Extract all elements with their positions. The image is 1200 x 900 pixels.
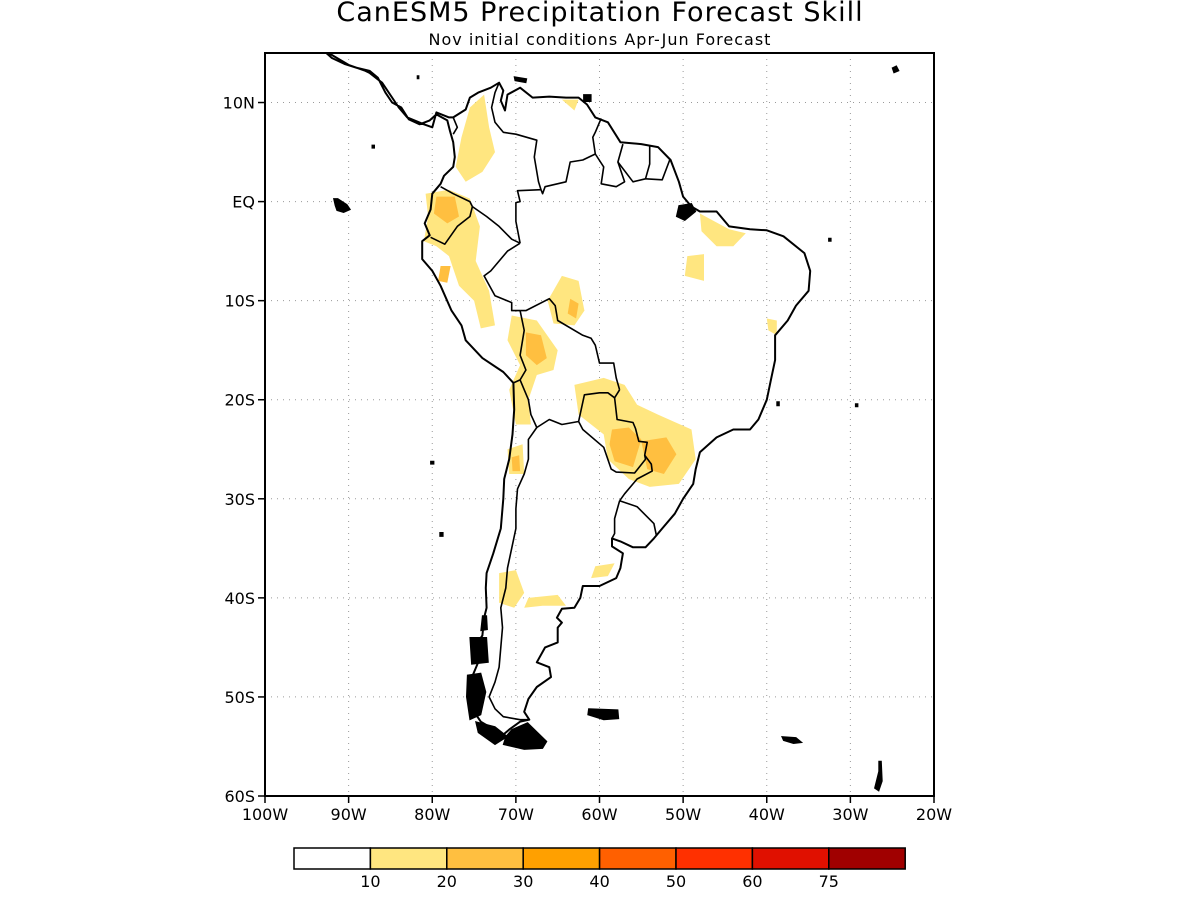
x-tick-label-7: 30W bbox=[832, 805, 868, 824]
island-san-felix bbox=[430, 460, 435, 465]
skill-region-16 bbox=[525, 332, 547, 366]
y-tick-label-4: 30S bbox=[224, 490, 255, 509]
colorbar-swatch-7 bbox=[828, 847, 906, 870]
colorbar-label-1: 20 bbox=[437, 872, 457, 891]
border-8 bbox=[430, 206, 474, 245]
island-south-georgia bbox=[781, 736, 804, 745]
border-18 bbox=[611, 500, 621, 539]
map-subtitle: Nov initial conditions Apr-Jun Forecast bbox=[429, 30, 772, 49]
skill-region-6 bbox=[499, 570, 525, 608]
border-0 bbox=[452, 117, 459, 135]
border-11 bbox=[520, 297, 621, 391]
colorbar-swatch-6 bbox=[751, 847, 830, 870]
skill-region-13 bbox=[433, 196, 459, 224]
skill-region-2 bbox=[547, 275, 585, 326]
y-tick-label-3: 20S bbox=[224, 391, 255, 410]
border-16 bbox=[618, 454, 654, 502]
x-tick-label-5: 50W bbox=[665, 805, 701, 824]
colorbar-label-2: 30 bbox=[513, 872, 533, 891]
border-6 bbox=[515, 188, 542, 244]
colorbar-swatch-5 bbox=[675, 847, 754, 870]
island-san-andres bbox=[416, 75, 420, 80]
skill-region-8 bbox=[591, 563, 615, 579]
axis-ticks: 100W 90W 80W 70W 60W 50W 40W 30W 20W 10N EQ 10S 20S 3… bbox=[223, 94, 953, 824]
south-america-coastline bbox=[324, 53, 812, 736]
x-tick-label-8: 20W bbox=[916, 805, 952, 824]
x-tick-label-2: 80W bbox=[414, 805, 450, 824]
colorbar-label-5: 60 bbox=[742, 872, 762, 891]
y-tick-label-5: 40S bbox=[224, 589, 255, 608]
y-tick-label-2: 10S bbox=[224, 292, 255, 311]
skill-region-10 bbox=[699, 213, 746, 247]
border-2 bbox=[540, 118, 602, 195]
skill-region-12 bbox=[766, 318, 777, 336]
island-tierra-del-fuego bbox=[502, 722, 548, 750]
skill-region-0 bbox=[455, 94, 495, 182]
island-galapagos bbox=[332, 198, 352, 214]
island-gough-tristan bbox=[891, 65, 900, 74]
y-tick-label-6: 50S bbox=[224, 688, 255, 707]
border-10 bbox=[483, 242, 521, 312]
border-7 bbox=[440, 186, 474, 207]
island-patagonian-islands bbox=[465, 672, 487, 721]
x-tick-label-3: 70W bbox=[498, 805, 534, 824]
country-borders bbox=[430, 82, 671, 746]
border-12 bbox=[513, 310, 527, 384]
colorbar-label-4: 50 bbox=[666, 872, 686, 891]
island-magellan-islands bbox=[475, 721, 509, 746]
coastline bbox=[324, 53, 812, 736]
skill-region-19 bbox=[511, 455, 521, 472]
colorbar-swatch-3 bbox=[522, 847, 601, 870]
colorbar-label-6: 75 bbox=[819, 872, 839, 891]
border-19 bbox=[488, 427, 538, 721]
skill-shading bbox=[423, 94, 777, 608]
colorbar-swatch-4 bbox=[598, 847, 677, 870]
map-area bbox=[265, 53, 934, 796]
y-tick-label-1: EQ bbox=[232, 193, 255, 212]
skill-region-15 bbox=[567, 298, 579, 319]
islands bbox=[332, 65, 900, 792]
island-trinidad bbox=[583, 94, 592, 102]
y-tick-label-7: 60S bbox=[224, 787, 255, 806]
border-14 bbox=[536, 389, 621, 429]
border-9 bbox=[471, 205, 521, 244]
skill-region-18 bbox=[641, 437, 677, 474]
border-13 bbox=[519, 379, 538, 428]
colorbar-swatch-2 bbox=[446, 847, 524, 870]
colorbar-swatch-1 bbox=[369, 847, 448, 870]
colorbar-swatch-0 bbox=[293, 847, 372, 870]
island-cocos bbox=[371, 144, 375, 149]
colorbar: 10 20 30 40 50 60 75 bbox=[293, 847, 906, 891]
island-aruba-curacao bbox=[513, 76, 528, 84]
island-fernando-de-noronha bbox=[828, 237, 832, 242]
x-tick-label-6: 40W bbox=[749, 805, 785, 824]
skill-region-14 bbox=[438, 266, 451, 283]
map-title: CanESM5 Precipitation Forecast Skill bbox=[336, 0, 863, 28]
island-juan-fernandez bbox=[439, 532, 444, 537]
border-1 bbox=[490, 82, 542, 190]
y-tick-label-0: 10N bbox=[223, 94, 255, 113]
x-tick-label-1: 90W bbox=[331, 805, 367, 824]
skill-region-11 bbox=[684, 254, 704, 281]
skill-region-7 bbox=[524, 594, 566, 608]
skill-region-9 bbox=[561, 99, 579, 111]
x-tick-label-0: 100W bbox=[242, 805, 289, 824]
island-trindade bbox=[854, 403, 859, 408]
border-17 bbox=[619, 500, 658, 536]
border-5 bbox=[645, 159, 671, 181]
island-falklands bbox=[587, 708, 620, 721]
colorbar-label-0: 10 bbox=[360, 872, 380, 891]
x-tick-label-4: 60W bbox=[581, 805, 617, 824]
skill-region-3 bbox=[507, 315, 558, 425]
skill-region-1 bbox=[423, 189, 495, 329]
border-15 bbox=[577, 397, 649, 474]
island-marajo bbox=[675, 203, 697, 221]
skill-region-17 bbox=[609, 427, 642, 468]
island-south-sandwich bbox=[874, 760, 883, 792]
island-abrolhos bbox=[776, 401, 780, 407]
colorbar-label-3: 40 bbox=[589, 872, 609, 891]
